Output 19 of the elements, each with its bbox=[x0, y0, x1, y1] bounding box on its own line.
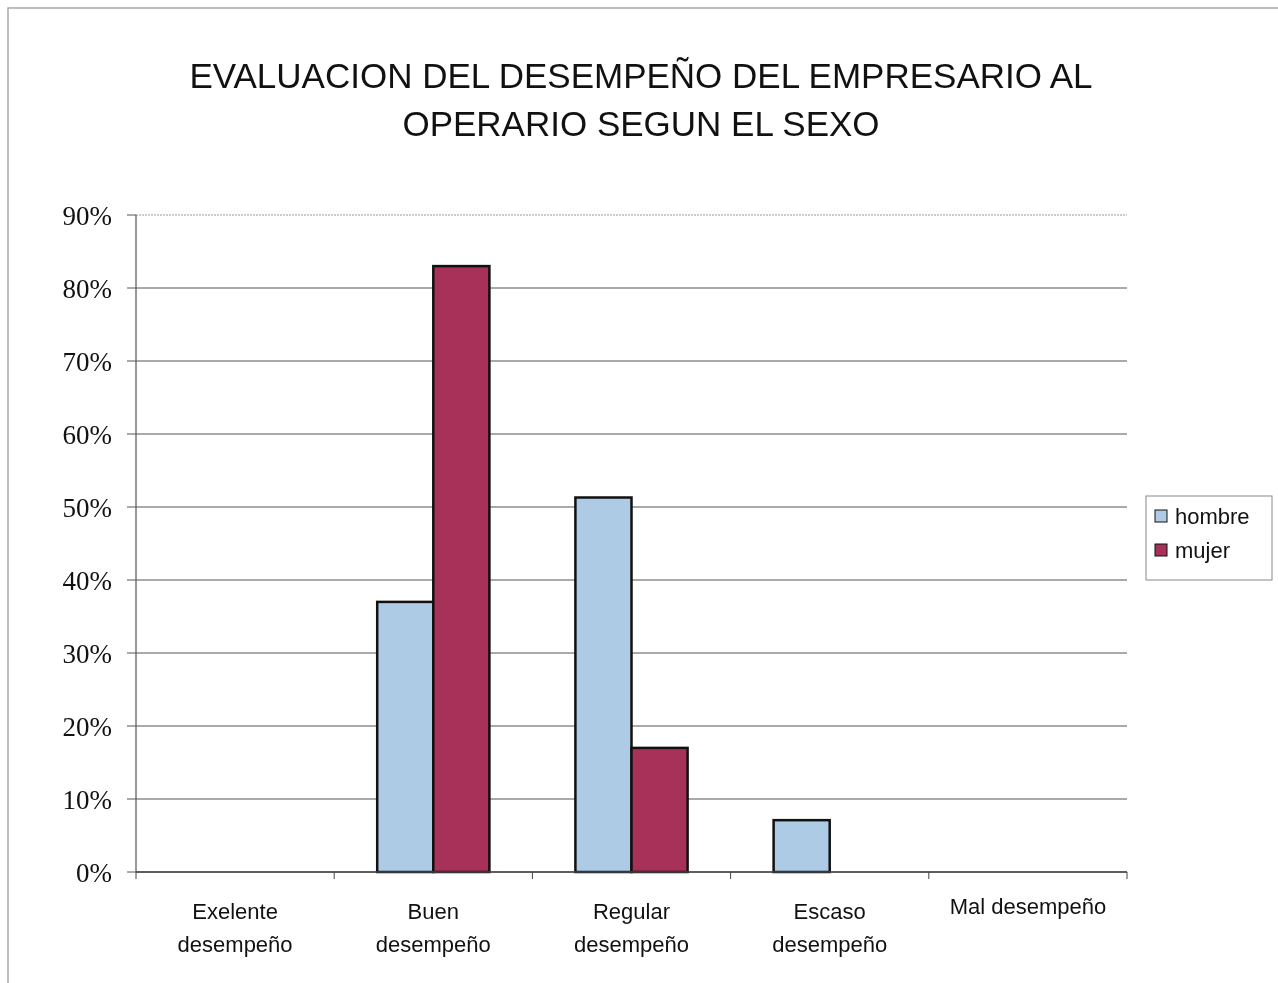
y-tick-label: 20% bbox=[62, 711, 112, 742]
x-tick-label: Escaso desempeño bbox=[772, 899, 888, 957]
y-tick-label: 70% bbox=[62, 346, 112, 377]
y-tick-label: 90% bbox=[62, 200, 112, 231]
y-tick-label: 0% bbox=[76, 857, 112, 888]
x-tick-label: Exelente desempeño bbox=[177, 899, 293, 957]
x-tick-label: Regular desempeño bbox=[574, 899, 689, 957]
y-tick-label: 10% bbox=[62, 784, 112, 815]
legend-label: mujer bbox=[1175, 537, 1231, 563]
bar bbox=[772, 818, 831, 874]
y-tick-label: 80% bbox=[62, 273, 112, 304]
x-tick-label: Mal desempeño bbox=[949, 894, 1107, 919]
y-tick-label: 60% bbox=[62, 419, 112, 450]
y-tick-label: 40% bbox=[62, 565, 112, 596]
y-tick-label: 30% bbox=[62, 638, 112, 669]
x-tick-label: Buen desempeño bbox=[375, 899, 491, 957]
y-tick-label: 50% bbox=[62, 492, 112, 523]
chart-title: EVALUACION DEL DESEMPEÑO DEL EMPRESARIO AL OPERARIO SEGUN EL SEXO bbox=[189, 56, 1093, 143]
legend-label: hombre bbox=[1175, 503, 1250, 529]
